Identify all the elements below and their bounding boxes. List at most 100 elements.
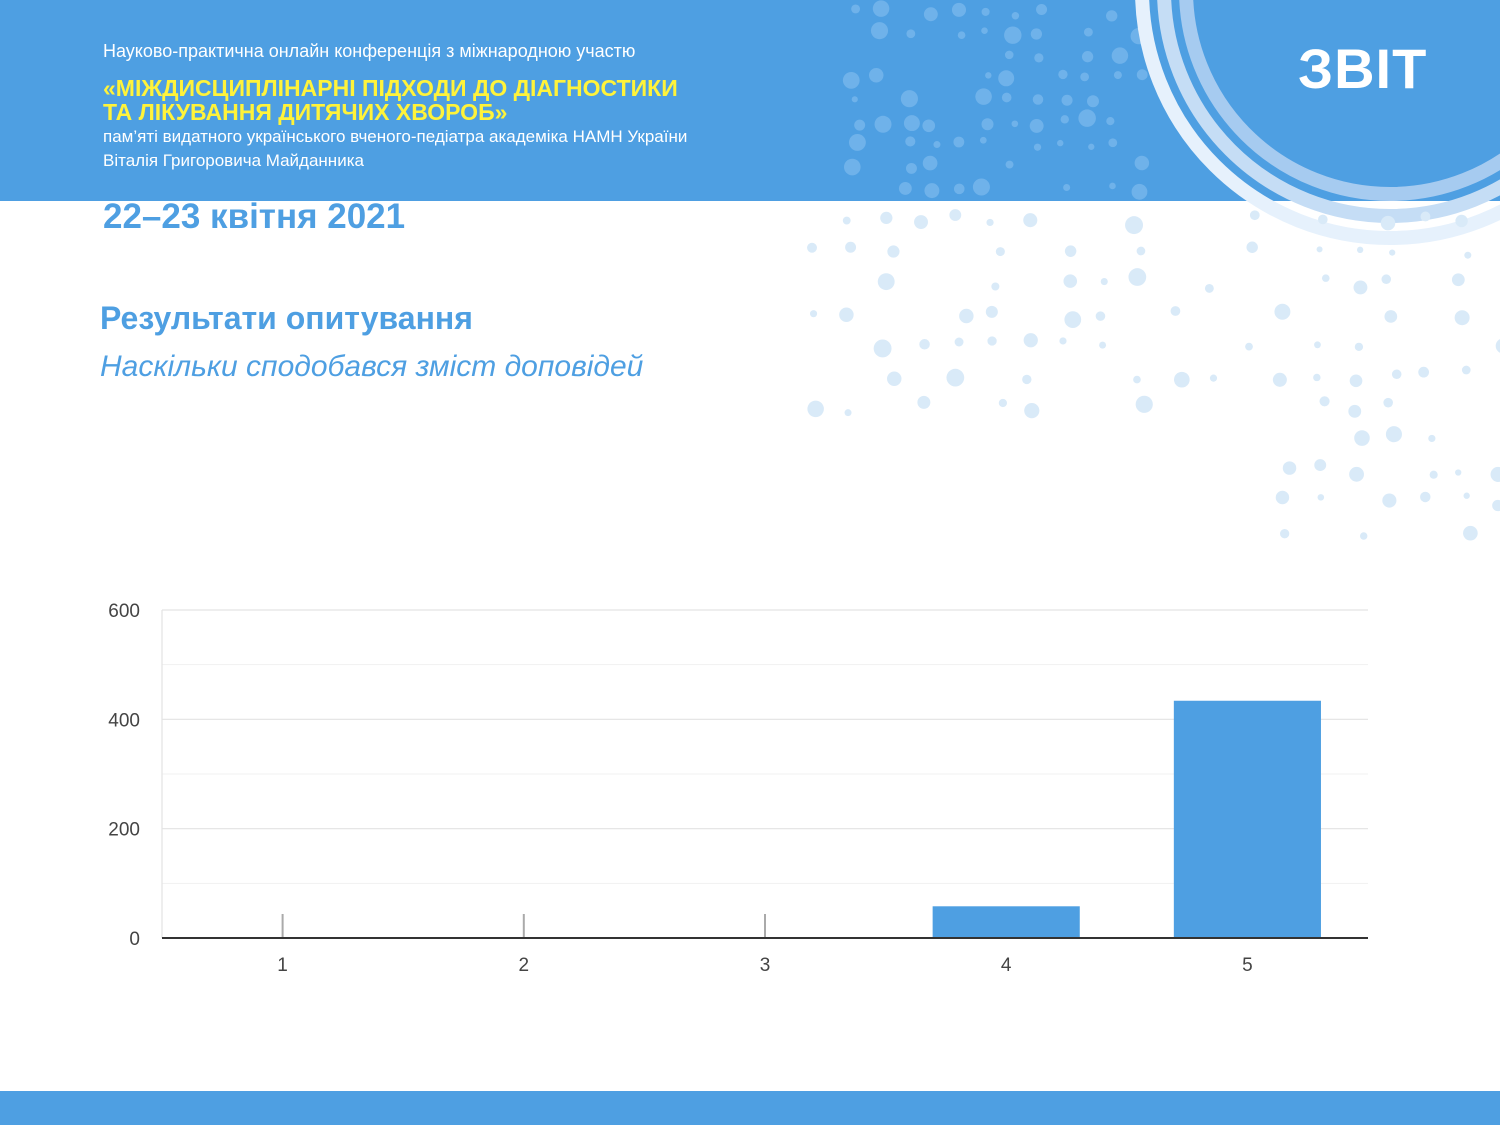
header-dot — [1086, 95, 1099, 108]
background-dot — [1451, 273, 1465, 287]
background-dot — [839, 307, 854, 323]
background-dot — [842, 216, 851, 225]
header-dot — [842, 71, 860, 89]
header-dot — [981, 118, 994, 131]
header-dot — [872, 0, 890, 17]
survey-question: Наскільки сподобався зміст доповідей — [100, 350, 644, 383]
header-dot — [1004, 50, 1014, 60]
header-dot — [1060, 115, 1069, 124]
y-tick-label: 200 — [108, 820, 140, 841]
background-dot — [917, 395, 931, 409]
background-dot — [1382, 493, 1397, 508]
header-dot — [979, 136, 987, 144]
footer-bar — [0, 1091, 1500, 1125]
background-dot — [1391, 369, 1402, 379]
header-dot — [953, 183, 965, 195]
background-dot — [919, 339, 930, 350]
header-dot — [1061, 94, 1073, 106]
background-dot — [1170, 306, 1181, 316]
background-dot — [959, 308, 974, 324]
background-dot — [1383, 397, 1393, 408]
background-dot — [1384, 310, 1398, 323]
header-dot — [905, 136, 916, 147]
background-dot — [986, 218, 994, 227]
background-dot — [807, 400, 824, 418]
header-dot — [870, 22, 889, 40]
results-title: Результати опитування — [100, 300, 473, 336]
background-dot — [1280, 529, 1290, 539]
background-dot — [995, 247, 1005, 257]
header-dot — [972, 178, 990, 196]
background-dot — [1389, 249, 1396, 256]
header-dot — [1029, 118, 1044, 133]
background-dot — [1272, 372, 1287, 387]
background-dot — [1420, 211, 1431, 222]
header-dot — [1011, 120, 1019, 128]
background-dot — [1245, 342, 1253, 351]
background-dot — [1128, 268, 1147, 286]
header-dot — [1058, 69, 1068, 80]
background-dot — [1209, 374, 1218, 382]
background-dot — [1354, 342, 1364, 352]
header-dot — [843, 158, 861, 176]
background-dot — [946, 368, 965, 387]
background-dot — [1461, 365, 1471, 375]
background-dot — [1275, 490, 1290, 505]
background-dot — [1318, 214, 1328, 225]
background-dot — [873, 339, 892, 358]
background-dot — [1492, 499, 1500, 512]
background-dot — [1464, 251, 1472, 259]
background-dot — [1348, 404, 1362, 418]
background-dot — [954, 337, 964, 347]
x-tick-label: 4 — [1001, 955, 1012, 976]
background-dot — [1063, 274, 1078, 288]
header-dot — [1106, 117, 1115, 126]
background-dot — [1455, 469, 1462, 476]
y-tick-label: 600 — [108, 601, 140, 622]
background-dot — [1349, 374, 1363, 388]
header-dot — [1081, 51, 1094, 63]
header-dot — [1088, 143, 1095, 150]
background-dot — [844, 409, 852, 417]
background-dot — [1099, 341, 1107, 349]
header-dot — [1113, 71, 1122, 80]
background-dot — [1249, 210, 1260, 221]
x-tick-label: 2 — [519, 955, 530, 976]
background-dot — [1429, 470, 1438, 479]
background-dot — [1321, 274, 1330, 282]
background-dot — [1418, 366, 1430, 378]
header-dot — [981, 27, 988, 35]
background-dot — [1023, 213, 1038, 228]
background-dot — [1314, 341, 1321, 349]
bar — [1173, 700, 1321, 938]
memorial-line-2: Віталія Григоровича Майданника — [103, 151, 364, 170]
header-dot — [851, 96, 858, 103]
background-dot — [1095, 311, 1106, 321]
header-dot — [924, 183, 940, 199]
header-dot — [848, 133, 866, 151]
conference-date: 22–23 квітня 2021 — [103, 197, 406, 236]
background-dot — [1313, 373, 1321, 382]
header-dot — [1036, 3, 1048, 16]
report-label: ЗВІТ — [1298, 37, 1428, 100]
background-dot — [1274, 303, 1291, 320]
header-dot — [1001, 92, 1012, 103]
background-dot — [1463, 492, 1470, 499]
header-dot — [1005, 160, 1014, 169]
conference-title-line-1: «МІЖДИСЦИПЛІНАРНІ ПІДХОДИ ДО ДІАГНОСТИКИ — [103, 75, 678, 101]
background-dot — [1064, 245, 1077, 257]
background-dot — [1356, 246, 1364, 254]
header-dot — [898, 182, 912, 195]
background-dot — [1024, 403, 1040, 419]
x-tick-label: 1 — [277, 955, 288, 976]
background-dot — [1455, 214, 1468, 228]
x-tick-label: 3 — [760, 955, 771, 976]
background-dot — [1490, 466, 1500, 482]
background-dot — [1136, 246, 1146, 256]
conference-subtitle: Науково-практична онлайн конференція з м… — [103, 41, 636, 61]
background-dot — [1420, 491, 1431, 503]
background-dot — [1317, 494, 1325, 501]
background-dot — [1064, 311, 1082, 328]
header-dot — [998, 70, 1015, 87]
background-dot — [1023, 333, 1038, 348]
